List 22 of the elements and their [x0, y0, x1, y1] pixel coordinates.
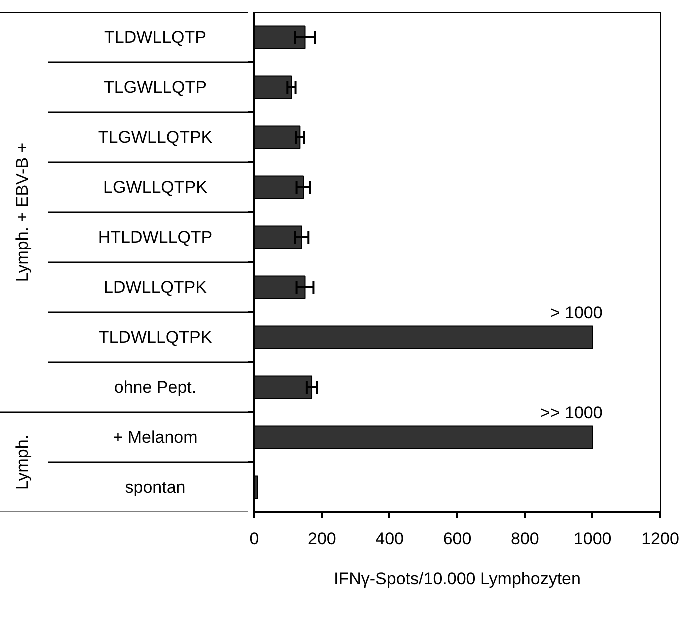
data-label: >> 1000: [540, 404, 603, 422]
x-tick-label: 800: [510, 530, 540, 548]
y-tick-label: LGWLLQTPK: [104, 178, 208, 197]
x-axis-title: IFNγ-Spots/10.000 Lymphozyten: [334, 570, 581, 588]
x-tick-label: 600: [443, 530, 472, 548]
text: Lymph. + EBV-B +: [13, 142, 32, 282]
y-tick-label: LDWLLQTPK: [104, 278, 208, 297]
y-tick-label: TLGWLLQTPK: [98, 128, 214, 147]
y-tick-label: TLDWLLQTPK: [98, 328, 213, 347]
text: Lymph.: [13, 434, 32, 490]
x-tick-label: 200: [308, 530, 336, 548]
x-tick-label: 0: [250, 530, 260, 548]
y-tick-label: spontan: [125, 478, 186, 497]
y-tick-label: HTLDWLLQTP: [98, 228, 213, 247]
y-tick-label: TLGWLLQTP: [104, 78, 207, 97]
x-tick-label: 400: [376, 530, 404, 548]
y-tick-label: ohne Pept.: [114, 378, 197, 397]
data-label: > 1000: [550, 304, 603, 322]
y-tick-label: TLDWLLQTP: [104, 28, 207, 47]
x-tick-label: 1000: [574, 530, 612, 548]
x-tick-label: 1200: [642, 530, 680, 548]
y-tick-label: + Melanom: [113, 428, 198, 447]
